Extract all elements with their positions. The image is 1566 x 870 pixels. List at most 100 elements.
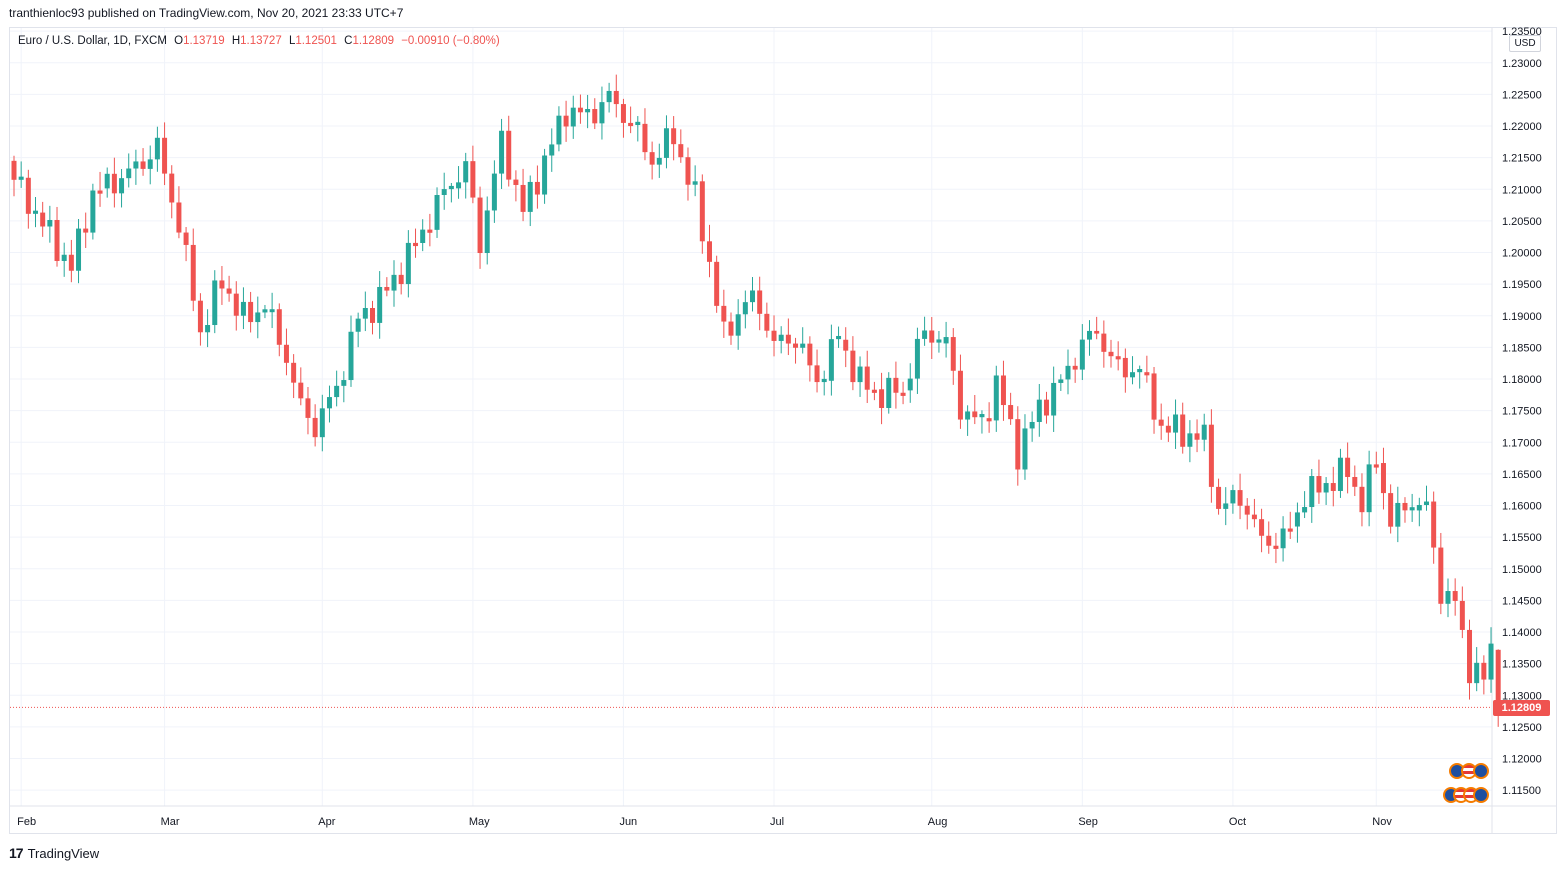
candle-body [1158,419,1164,426]
price-tick-label: 1.14000 [1502,627,1542,639]
candle-body [1029,421,1035,429]
candle-body [1165,425,1171,433]
candle-body [420,229,426,244]
candle-body [965,411,971,420]
candle-body [11,160,17,180]
candle-body [771,330,777,341]
candle-body [441,189,447,196]
candle-body [513,179,519,185]
candle-body [1330,483,1336,491]
candle-body [1337,457,1343,491]
low-label: L [288,35,296,47]
open-label: O [174,35,184,47]
close-label: C [344,35,353,47]
candle-body [821,378,827,383]
candle-body [398,274,404,285]
euro-flag-icon[interactable] [1473,763,1489,779]
currency-selector[interactable]: USD [1509,35,1541,52]
candle-body [706,241,712,262]
candle-body [628,122,634,127]
candle-body [613,90,619,105]
candle-body [1058,379,1064,383]
candle-body [334,385,340,398]
candle-body [642,123,648,153]
candle-body [477,197,483,254]
candle-body [914,338,920,379]
candle-body [1130,372,1136,378]
price-tick-label: 1.13000 [1502,690,1542,702]
candle-body [1287,528,1293,532]
candle-body [1072,365,1078,370]
candle-body [807,343,813,366]
candle-body [922,330,928,339]
last-price-label: 1.12809 [1493,700,1550,716]
euro-flag-icon[interactable] [1473,787,1489,803]
candle-body [391,274,397,291]
candle-body [219,280,225,289]
candle-body [527,181,533,212]
candle-body [857,366,863,383]
time-tick-label: Apr [318,816,335,828]
candle-body [1223,503,1229,509]
time-tick-label: May [469,816,490,828]
candle-body [1280,528,1286,549]
candle-body [1388,493,1394,527]
symbol-legend: Euro / U.S. Dollar, 1D, FXCM O1.13719 H1… [18,35,500,47]
candle-body [1495,649,1501,708]
candle-body [836,335,842,340]
candle-body [1409,507,1415,511]
candle-body [1015,419,1021,470]
candle-body [1302,507,1308,513]
candle-body [348,331,354,381]
candle-body [1323,483,1329,493]
candle-body [793,343,799,348]
brand-name: TradingView [27,845,100,861]
candle-body [1366,464,1372,513]
footer-brand[interactable]: 17 TradingView [9,845,99,861]
price-tick-label: 1.22000 [1502,121,1542,133]
time-tick-label: Sep [1078,816,1098,828]
candle-body [886,377,892,408]
candle-body [1144,372,1150,376]
candle-body [176,202,182,233]
candle-body [47,219,53,227]
candle-body [1216,486,1222,509]
candle-body [814,365,820,383]
candle-body [147,159,153,169]
candle-body [635,121,641,126]
candle-body [506,130,512,180]
candle-body [25,177,31,214]
candle-body [1251,514,1257,520]
candle-body [154,137,160,160]
candle-body [1294,512,1300,527]
candle-body [140,161,146,169]
published-info: tranthienloc93 published on TradingView.… [9,6,404,20]
candle-body [542,155,548,195]
symbol-title: Euro / U.S. Dollar, 1D, FXCM [18,35,167,47]
price-tick-label: 1.19000 [1502,311,1542,323]
price-tick-label: 1.13500 [1502,659,1542,671]
candle-body [269,309,275,313]
candle-body [1079,339,1085,370]
candle-body [226,288,232,294]
tradingview-logo-icon: 17 [9,845,24,861]
candle-body [1008,405,1014,420]
candle-body [986,418,992,422]
price-tick-label: 1.19500 [1502,279,1542,291]
candle-body [556,115,562,145]
candle-body [735,314,741,336]
candle-body [585,109,591,113]
candle-body [262,309,268,313]
candle-body [1208,424,1214,487]
candle-body [750,290,756,303]
candle-body [319,408,325,438]
candle-body [1194,433,1200,440]
candle-body [929,330,935,343]
time-tick-label: Feb [17,816,36,828]
candle-body [76,228,82,271]
candle-body [1201,424,1207,440]
candle-body [764,313,770,331]
change-value: −0.00910 (−0.80%) [401,35,500,47]
candle-body [957,370,963,420]
